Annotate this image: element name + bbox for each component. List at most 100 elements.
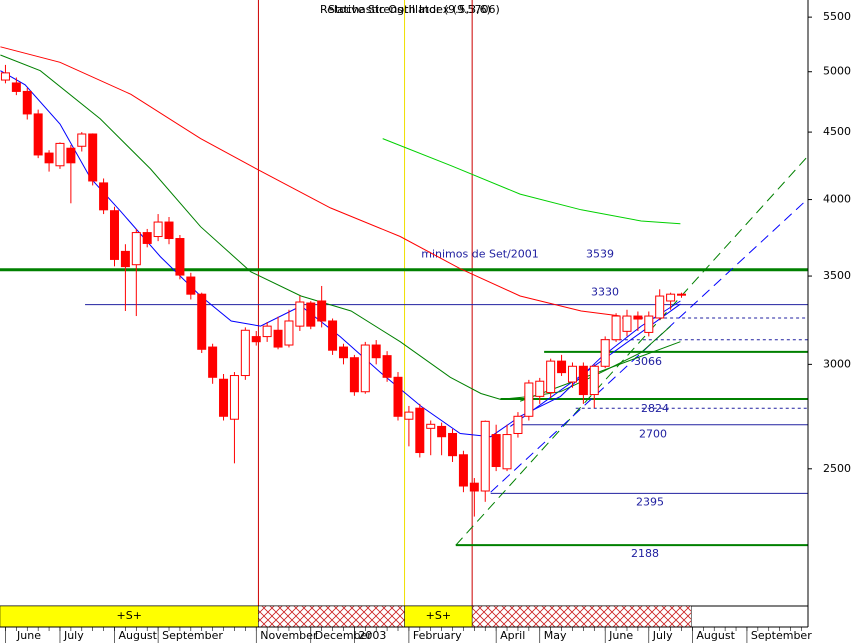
candle-body — [219, 378, 229, 417]
chart-subtitle: Stochastic Oscillator (9.5,3,6) — [328, 3, 491, 16]
x-tick-label: July — [63, 629, 84, 642]
candle-body — [338, 346, 348, 359]
y-tick-label: 5500 — [823, 10, 851, 23]
candle-body — [589, 365, 599, 396]
candle-body — [22, 90, 32, 115]
y-tick-label: 4000 — [823, 193, 851, 206]
level-label: 3330 — [591, 286, 619, 299]
x-tick-label: November — [260, 629, 318, 642]
y-tick-label: 4500 — [823, 125, 851, 138]
candle-body — [44, 152, 54, 164]
x-tick-label: April — [500, 629, 525, 642]
candle-body — [644, 315, 654, 333]
candle-body — [382, 355, 392, 378]
candle-body — [600, 339, 610, 367]
candle-body — [404, 411, 414, 420]
x-tick-label: September — [162, 629, 223, 642]
candle-body — [33, 113, 43, 156]
signal-segment — [471, 605, 692, 628]
candle-body — [142, 232, 152, 244]
y-tick-label: 5000 — [823, 65, 851, 78]
candle-body — [88, 133, 98, 182]
candle-body — [557, 360, 567, 374]
candle-body — [317, 300, 327, 322]
candle-body — [77, 133, 87, 147]
y-tick-label: 3500 — [823, 269, 851, 282]
candle-body — [622, 315, 632, 332]
candle-body — [109, 210, 119, 260]
x-tick-label: September — [751, 629, 812, 642]
candle-body — [153, 221, 163, 238]
x-tick-label: June — [608, 629, 633, 642]
candle-body — [131, 232, 141, 266]
candle-body — [480, 420, 490, 492]
level-label: 2700 — [639, 428, 667, 441]
x-tick-label: August — [696, 629, 735, 642]
indicator-line — [382, 138, 681, 225]
candle-body — [186, 276, 196, 295]
candle-body — [11, 82, 21, 92]
candle-body — [262, 325, 272, 338]
candle-body — [524, 382, 534, 417]
candle-body — [513, 415, 523, 434]
candle-body — [360, 344, 370, 393]
candle-body — [175, 238, 185, 276]
signal-label: +S+ — [426, 609, 451, 622]
indicator-line — [0, 46, 621, 317]
candle-body — [0, 72, 10, 81]
level-label: 2395 — [636, 495, 664, 508]
x-tick-label: December — [315, 629, 373, 642]
candle-body — [578, 365, 588, 396]
candle-body — [655, 295, 665, 319]
candle-body — [295, 301, 305, 327]
candle-body — [55, 142, 65, 167]
candle-body — [415, 407, 425, 454]
candle-body — [448, 432, 458, 457]
level-label: 3539 — [586, 248, 614, 261]
candle-body — [197, 293, 207, 350]
chart-title: Relative Strength Index (9.5706) — [320, 3, 500, 16]
candle-body — [120, 250, 130, 268]
candle-body — [208, 346, 218, 378]
candle-body — [491, 434, 501, 468]
y-tick-label: 3000 — [823, 357, 851, 370]
candle-body — [469, 482, 479, 492]
candle-body — [666, 293, 676, 302]
x-tick-label: June — [16, 629, 41, 642]
candle-body — [677, 293, 687, 296]
candle-body — [393, 376, 403, 417]
candle-body — [349, 357, 359, 393]
level-label: 3066 — [634, 355, 662, 368]
candle-body — [164, 221, 174, 240]
candle-body — [251, 336, 261, 343]
signal-label: +S+ — [117, 609, 142, 622]
candle-body — [426, 423, 436, 429]
x-tick-label: February — [413, 629, 462, 642]
candle-body — [371, 344, 381, 359]
candle-body — [99, 182, 109, 211]
candle-body — [502, 434, 512, 470]
x-tick-label: August — [118, 629, 157, 642]
candle-body — [535, 380, 545, 397]
candle-body — [284, 320, 294, 346]
candle-body — [437, 425, 447, 438]
candle-body — [567, 365, 577, 383]
candle-body — [306, 302, 316, 327]
y-tick-label: 2500 — [823, 462, 851, 475]
trend-line — [455, 155, 809, 546]
x-tick-label: July — [652, 629, 673, 642]
x-tick-label: 2003 — [358, 629, 386, 642]
signal-segment — [258, 605, 405, 628]
candle-body — [633, 315, 643, 320]
level-label: 2188 — [631, 547, 659, 560]
candle-body — [273, 329, 283, 348]
indicator-line — [0, 54, 671, 400]
candle-body — [66, 147, 76, 164]
candle-body — [328, 320, 338, 351]
candle-body — [458, 454, 468, 487]
candle-body — [240, 329, 250, 377]
candle-body — [611, 315, 621, 341]
candle-body — [546, 360, 556, 394]
